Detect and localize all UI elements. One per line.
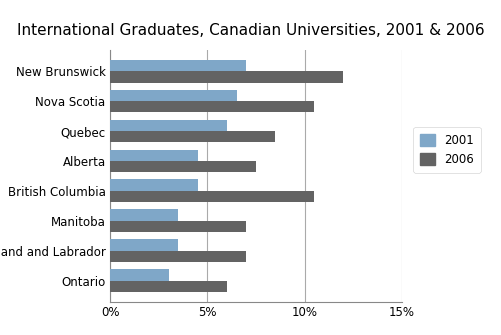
Bar	[110, 71, 343, 82]
Bar	[110, 90, 236, 101]
Bar	[110, 120, 226, 131]
Text: International Graduates, Canadian Universities, 2001 & 2006: International Graduates, Canadian Univer…	[17, 23, 484, 39]
Bar	[110, 209, 178, 221]
Bar	[110, 149, 197, 161]
Bar	[110, 239, 178, 251]
Bar	[110, 60, 246, 71]
Legend: 2001, 2006: 2001, 2006	[412, 127, 480, 173]
Bar	[110, 281, 226, 292]
Bar	[110, 161, 256, 172]
Bar	[110, 251, 246, 262]
Bar	[110, 269, 168, 281]
Bar	[110, 180, 197, 191]
Bar	[110, 131, 275, 142]
Bar	[110, 221, 246, 232]
Bar	[110, 101, 314, 113]
Bar	[110, 191, 314, 202]
